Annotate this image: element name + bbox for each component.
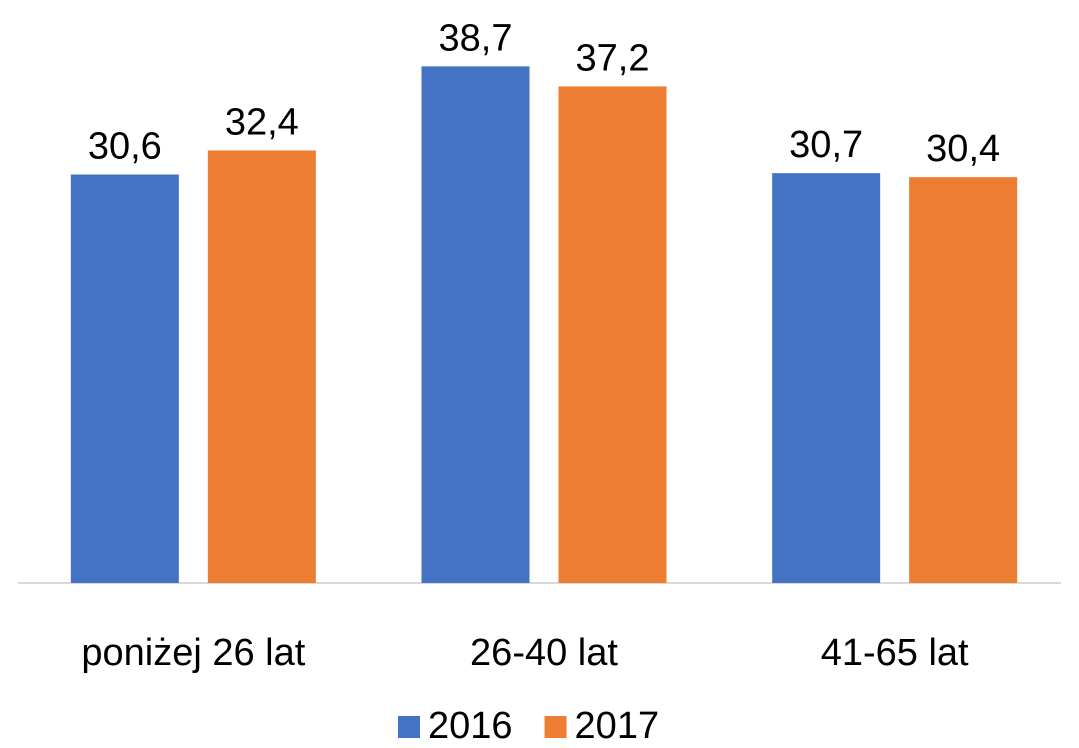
bar [207, 150, 316, 583]
bar [421, 66, 530, 584]
legend-label: 2017 [575, 705, 660, 747]
legend-label: 2016 [428, 705, 513, 747]
x-tick-label: 26-40 lat [470, 632, 618, 674]
data-label: 37,2 [576, 37, 650, 79]
bar [70, 174, 179, 584]
legend-swatch [398, 716, 420, 738]
data-label: 30,7 [789, 124, 863, 166]
x-tick-label: poniżej 26 lat [81, 632, 305, 674]
data-label: 32,4 [225, 101, 299, 143]
data-label: 38,7 [439, 17, 513, 59]
bar [558, 86, 667, 583]
data-label: 30,6 [88, 126, 162, 168]
x-tick-label: 41-65 lat [821, 632, 969, 674]
bar [772, 173, 881, 583]
data-label: 30,4 [926, 128, 1000, 170]
legend-swatch [544, 716, 567, 738]
bar [909, 177, 1018, 583]
